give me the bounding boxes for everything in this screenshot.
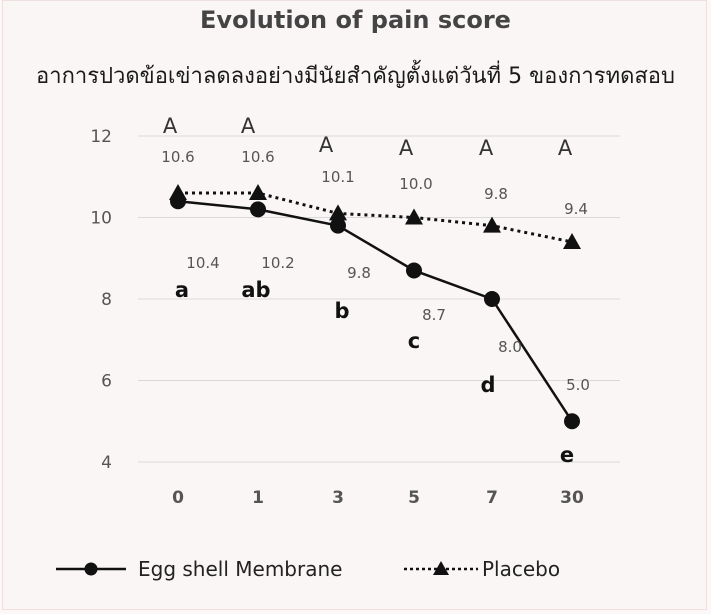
placebo-value-label: 9.8 [484, 185, 508, 203]
placebo-significance-letter: A [479, 136, 494, 160]
y-tick-label: 4 [101, 453, 112, 473]
egg-shell-series-line [177, 199, 574, 422]
egg-shell-point [250, 201, 266, 218]
x-tick-label: 5 [408, 488, 420, 508]
egg-shell-value-label: 8.7 [422, 306, 446, 324]
egg-shell-point [170, 193, 186, 210]
y-tick-label: 10 [90, 209, 112, 229]
egg-shell-significance-letter: ab [241, 278, 270, 302]
x-tick-label: 7 [486, 488, 498, 508]
placebo-point [483, 216, 501, 233]
egg-shell-value-label: 5.0 [566, 376, 590, 394]
egg-shell-point [330, 217, 346, 234]
placebo-significance-letter: A [558, 136, 573, 160]
placebo-value-label: 10.1 [321, 168, 354, 186]
placebo-significance-letter: A [163, 114, 178, 138]
egg-shell-value-label: 10.4 [186, 254, 219, 272]
egg-shell-point [484, 291, 500, 307]
egg-shell-significance-letter: d [480, 373, 495, 397]
y-tick-label: 6 [101, 372, 112, 392]
x-tick-label: 1 [252, 488, 264, 508]
placebo-significance-letter: A [399, 136, 414, 160]
placebo-value-label: 9.4 [564, 200, 588, 218]
egg-shell-value-label: 8.0 [498, 338, 522, 356]
legend-egg-shell-label: Egg shell Membrane [138, 557, 342, 581]
placebo-value-label: 10.0 [399, 175, 432, 193]
egg-shell-point [564, 413, 580, 430]
placebo-point [249, 184, 267, 201]
x-tick-label: 0 [172, 488, 184, 508]
egg-shell-significance-letter: e [560, 443, 574, 467]
placebo-value-label: 10.6 [161, 148, 194, 166]
placebo-point [563, 232, 581, 249]
placebo-significance-letter: A [241, 114, 256, 138]
placebo-value-label: 10.6 [241, 148, 274, 166]
placebo-series-line [178, 191, 573, 244]
placebo-point [405, 208, 423, 225]
egg-shell-value-label: 9.8 [347, 264, 371, 282]
placebo-significance-letter: A [319, 133, 334, 157]
egg-shell-significance-letter: c [408, 329, 420, 353]
x-tick-label: 3 [332, 488, 344, 508]
egg-shell-point [406, 262, 422, 279]
chart-title: Evolution of pain score [200, 6, 511, 34]
legend-egg-shell-marker [84, 562, 98, 576]
legend-placebo-marker [433, 561, 449, 575]
x-tick-label: 30 [560, 488, 584, 508]
egg-shell-significance-letter: a [175, 278, 189, 302]
legend-placebo-label: Placebo [482, 557, 560, 581]
egg-shell-value-label: 10.2 [261, 254, 294, 272]
egg-shell-significance-letter: b [334, 299, 349, 323]
placebo-point [329, 204, 347, 221]
y-tick-label: 12 [90, 127, 112, 147]
chart-subtitle: อาการปวดข้อเข่าลดลงอย่างมีนัยสำคัญตั้งแต… [36, 64, 675, 89]
y-tick-label: 8 [101, 290, 112, 310]
